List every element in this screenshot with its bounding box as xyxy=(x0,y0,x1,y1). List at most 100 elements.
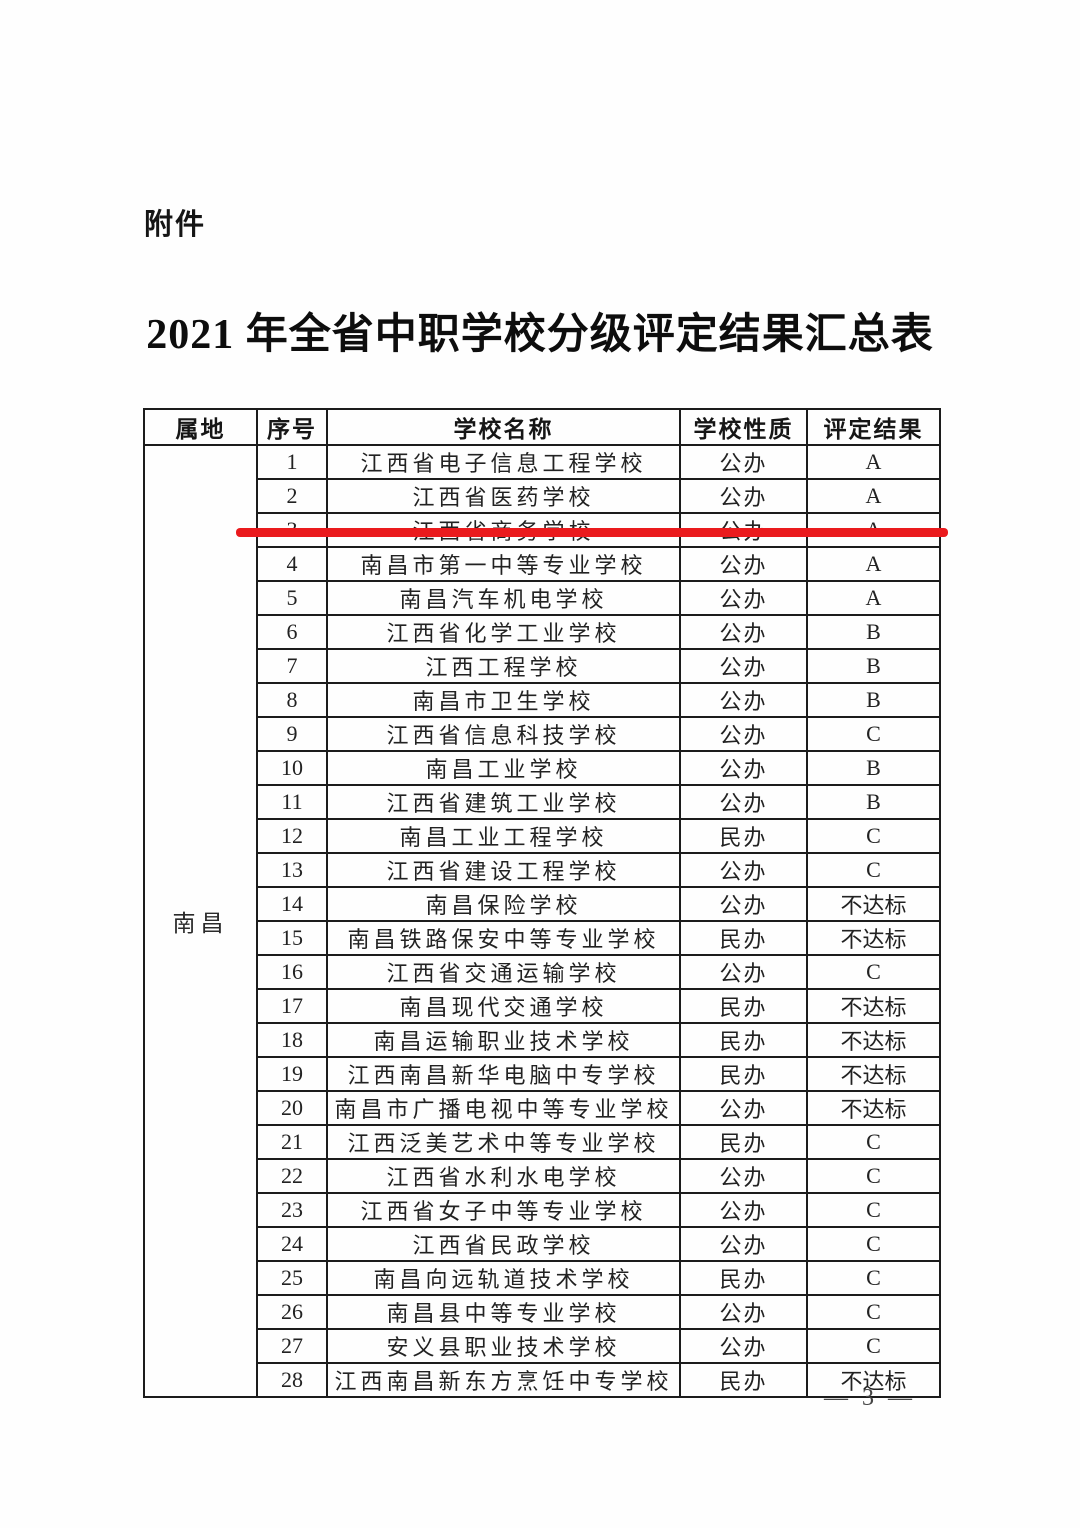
cell-no: 10 xyxy=(256,750,328,786)
table-row: 28 江西南昌新东方烹饪中专学校 民办 不达标 xyxy=(144,1362,941,1398)
cell-nature: 民办 xyxy=(679,920,808,956)
table-row: 10 南昌工业学校 公办 B xyxy=(144,750,941,786)
cell-result: B xyxy=(806,614,941,650)
cell-result: C xyxy=(806,954,941,990)
table-row: 19 江西南昌新华电脑中专学校 民办 不达标 xyxy=(144,1056,941,1092)
table-row: 18 南昌运输职业技术学校 民办 不达标 xyxy=(144,1022,941,1058)
table-row: 13 江西省建设工程学校 公办 C xyxy=(144,852,941,888)
cell-nature: 公办 xyxy=(679,886,808,922)
results-table-body: 南昌1江西省电子信息工程学校公办A2江西省医药学校公办A3江西省商务学校公办A4… xyxy=(143,444,941,1398)
cell-result: A xyxy=(806,546,941,582)
cell-name: 江西省女子中等专业学校 xyxy=(326,1192,681,1228)
cell-nature: 公办 xyxy=(679,1158,808,1194)
cell-name: 江西省建筑工业学校 xyxy=(326,784,681,820)
cell-nature: 公办 xyxy=(679,546,808,582)
cell-result: 不达标 xyxy=(806,1022,941,1058)
cell-nature: 公办 xyxy=(679,784,808,820)
cell-nature: 民办 xyxy=(679,1260,808,1296)
cell-name: 南昌现代交通学校 xyxy=(326,988,681,1024)
cell-nature: 民办 xyxy=(679,988,808,1024)
header-result: 评定结果 xyxy=(806,408,941,446)
table-row: 4 南昌市第一中等专业学校 公办 A xyxy=(144,546,941,582)
table-row: 26 南昌县中等专业学校 公办 C xyxy=(144,1294,941,1330)
table-row: 16 江西省交通运输学校 公办 C xyxy=(144,954,941,990)
cell-nature: 公办 xyxy=(679,716,808,752)
cell-no: 1 xyxy=(256,444,328,480)
cell-nature: 公办 xyxy=(679,1328,808,1364)
cell-name: 江西省信息科技学校 xyxy=(326,716,681,752)
cell-nature: 民办 xyxy=(679,818,808,854)
page-number: — 3 — xyxy=(824,1385,916,1411)
cell-name: 南昌县中等专业学校 xyxy=(326,1294,681,1330)
page-title: 2021 年全省中职学校分级评定结果汇总表 xyxy=(146,312,934,358)
table-row: 7 江西工程学校 公办 B xyxy=(144,648,941,684)
cell-result: C xyxy=(806,1124,941,1160)
cell-result: C xyxy=(806,1226,941,1262)
cell-result: A xyxy=(806,478,941,514)
cell-name: 江西工程学校 xyxy=(326,648,681,684)
cell-name: 江西省医药学校 xyxy=(326,478,681,514)
cell-result: C xyxy=(806,1158,941,1194)
cell-nature: 公办 xyxy=(679,750,808,786)
red-underline-highlight xyxy=(236,528,948,537)
cell-nature: 民办 xyxy=(679,1056,808,1092)
cell-no: 21 xyxy=(256,1124,328,1160)
cell-result: C xyxy=(806,1192,941,1228)
cell-nature: 公办 xyxy=(679,478,808,514)
cell-result: B xyxy=(806,750,941,786)
table-row: 5 南昌汽车机电学校 公办 A xyxy=(144,580,941,616)
cell-name: 南昌工业学校 xyxy=(326,750,681,786)
cell-result: C xyxy=(806,818,941,854)
cell-name: 南昌市第一中等专业学校 xyxy=(326,546,681,582)
cell-name: 江西省化学工业学校 xyxy=(326,614,681,650)
cell-nature: 民办 xyxy=(679,1362,808,1398)
cell-result: C xyxy=(806,716,941,752)
cell-name: 江西泛美艺术中等专业学校 xyxy=(326,1124,681,1160)
results-table-header: 属地 序号 学校名称 学校性质 评定结果 xyxy=(143,408,941,446)
cell-nature: 公办 xyxy=(679,1090,808,1126)
cell-no: 28 xyxy=(256,1362,328,1398)
cell-name: 南昌市广播电视中等专业学校 xyxy=(326,1090,681,1126)
cell-no: 9 xyxy=(256,716,328,752)
cell-nature: 民办 xyxy=(679,1124,808,1160)
cell-no: 20 xyxy=(256,1090,328,1126)
attachment-label: 附件 xyxy=(144,209,207,241)
header-nature: 学校性质 xyxy=(679,408,808,446)
cell-no: 19 xyxy=(256,1056,328,1092)
table-row: 21 江西泛美艺术中等专业学校 民办 C xyxy=(144,1124,941,1160)
table-row: 22 江西省水利水电学校 公办 C xyxy=(144,1158,941,1194)
table-row: 9 江西省信息科技学校 公办 C xyxy=(144,716,941,752)
cell-nature: 公办 xyxy=(679,1294,808,1330)
table-row: 15 南昌铁路保安中等专业学校 民办 不达标 xyxy=(144,920,941,956)
table-row: 23 江西省女子中等专业学校 公办 C xyxy=(144,1192,941,1228)
cell-no: 18 xyxy=(256,1022,328,1058)
table-row: 6 江西省化学工业学校 公办 B xyxy=(144,614,941,650)
cell-name: 江西省民政学校 xyxy=(326,1226,681,1262)
cell-no: 16 xyxy=(256,954,328,990)
cell-no: 23 xyxy=(256,1192,328,1228)
cell-result: 不达标 xyxy=(806,920,941,956)
cell-result: 不达标 xyxy=(806,1090,941,1126)
cell-name: 江西省交通运输学校 xyxy=(326,954,681,990)
cell-result: A xyxy=(806,444,941,480)
cell-name: 南昌汽车机电学校 xyxy=(326,580,681,616)
cell-name: 江西省建设工程学校 xyxy=(326,852,681,888)
cell-result: C xyxy=(806,852,941,888)
cell-name: 南昌保险学校 xyxy=(326,886,681,922)
cell-no: 2 xyxy=(256,478,328,514)
cell-nature: 公办 xyxy=(679,954,808,990)
cell-no: 6 xyxy=(256,614,328,650)
cell-nature: 公办 xyxy=(679,648,808,684)
cell-result: 不达标 xyxy=(806,988,941,1024)
header-no: 序号 xyxy=(256,408,328,446)
cell-nature: 公办 xyxy=(679,444,808,480)
cell-name: 江西省水利水电学校 xyxy=(326,1158,681,1194)
header-region: 属地 xyxy=(143,408,258,446)
cell-no: 7 xyxy=(256,648,328,684)
cell-nature: 公办 xyxy=(679,852,808,888)
cell-no: 22 xyxy=(256,1158,328,1194)
cell-nature: 民办 xyxy=(679,1022,808,1058)
cell-nature: 公办 xyxy=(679,1192,808,1228)
cell-no: 8 xyxy=(256,682,328,718)
